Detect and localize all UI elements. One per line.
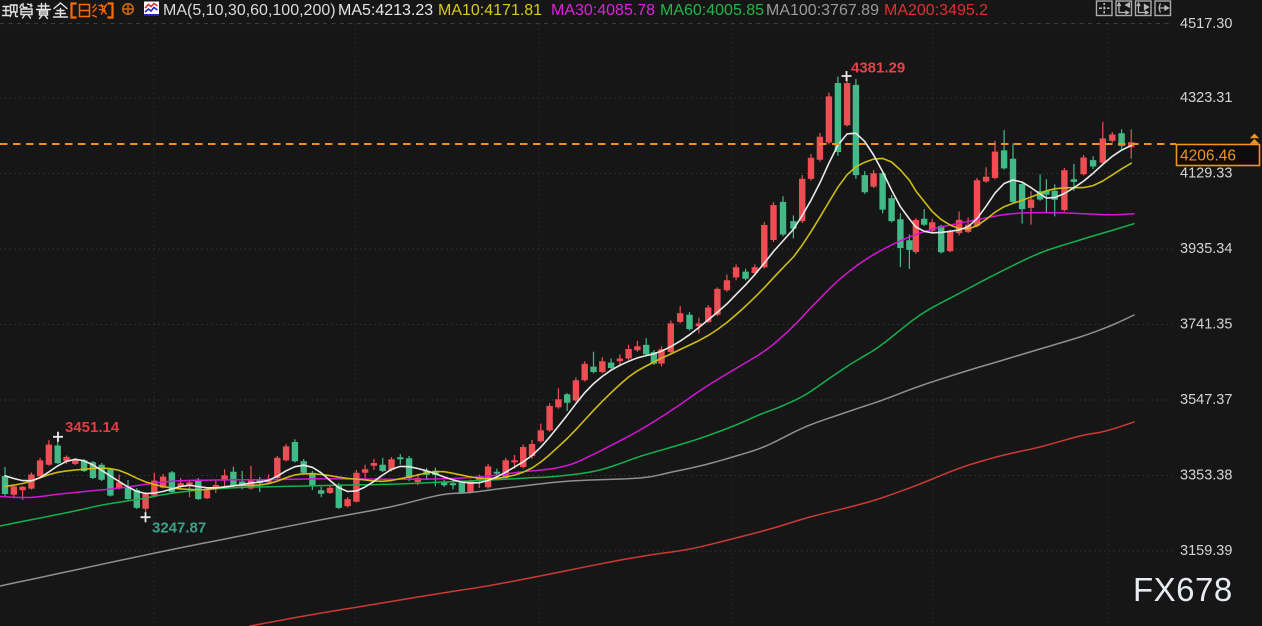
svg-text:3741.35: 3741.35 <box>1180 317 1232 333</box>
svg-text:MA200:3495.2: MA200:3495.2 <box>884 2 988 19</box>
svg-text:MA100:3767.89: MA100:3767.89 <box>766 2 879 19</box>
svg-text:4323.31: 4323.31 <box>1180 90 1232 106</box>
svg-text:MA30:4085.78: MA30:4085.78 <box>551 2 655 19</box>
svg-text:3247.87: 3247.87 <box>152 520 206 537</box>
svg-text:MA60:4005.85: MA60:4005.85 <box>660 2 764 19</box>
svg-text:4517.30: 4517.30 <box>1180 16 1232 32</box>
svg-text:FX678: FX678 <box>1133 571 1233 608</box>
svg-text:3451.14: 3451.14 <box>65 419 120 436</box>
svg-text:3353.38: 3353.38 <box>1180 468 1232 484</box>
svg-text:MA10:4171.81: MA10:4171.81 <box>438 2 542 19</box>
svg-text:MA(5,10,30,60,100,200): MA(5,10,30,60,100,200) <box>163 2 336 19</box>
svg-text:4206.46: 4206.46 <box>1180 148 1236 165</box>
svg-text:3547.37: 3547.37 <box>1180 392 1232 408</box>
svg-text:3935.34: 3935.34 <box>1180 241 1232 257</box>
svg-text:4381.29: 4381.29 <box>851 60 905 77</box>
svg-text:3159.39: 3159.39 <box>1180 543 1232 559</box>
svg-text:MA5:4213.23: MA5:4213.23 <box>338 2 433 19</box>
svg-text:4129.33: 4129.33 <box>1180 166 1232 182</box>
